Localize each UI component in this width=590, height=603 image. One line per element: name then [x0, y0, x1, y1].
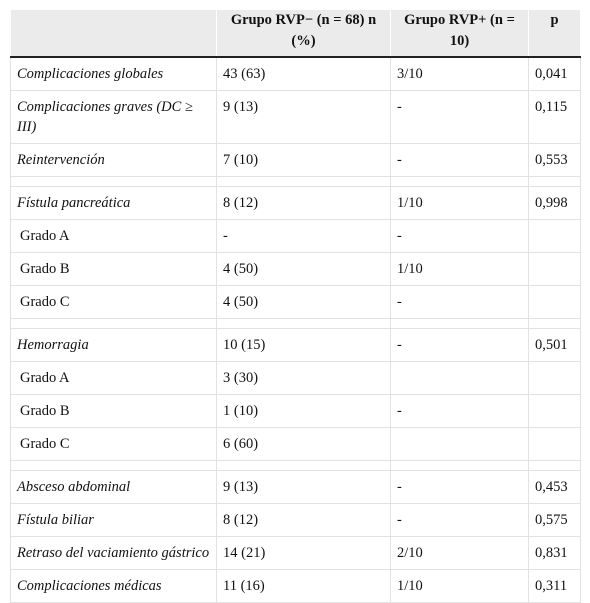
data-cell: - [390, 285, 529, 319]
row-label: Fístula biliar [10, 503, 217, 537]
row-label: Grado A [10, 219, 217, 253]
spacer-cell [528, 460, 581, 471]
data-cell: 0,041 [528, 56, 581, 91]
data-cell: 2/10 [390, 536, 529, 570]
row-label: Grado C [10, 427, 217, 461]
data-cell: - [390, 90, 529, 144]
data-cell [528, 427, 581, 461]
row-label: Hemorragia [10, 328, 217, 362]
table-header: Grupo RVP− (n = 68) n (%) Grupo RVP+ (n =… [10, 10, 581, 58]
data-cell: - [390, 394, 529, 428]
data-cell [528, 285, 581, 319]
data-cell: 1/10 [390, 252, 529, 286]
row-label: Reintervención [10, 143, 217, 177]
table-row: Fístula biliar 8 (12) -0,575 [10, 503, 581, 537]
header-row: Grupo RVP− (n = 68) n (%) Grupo RVP+ (n =… [10, 10, 581, 58]
table-body: Complicaciones globales 43 (63) 3/10 0,041 C… [10, 56, 581, 603]
spacer-row [10, 176, 581, 187]
spacer-cell [10, 460, 217, 471]
data-cell: 0,998 [528, 186, 581, 220]
table-row: Retraso del vaciamiento gástrico 14 (21) 2… [10, 536, 581, 570]
spacer-cell [528, 176, 581, 187]
spacer-row [10, 318, 581, 329]
spacer-cell [10, 318, 217, 329]
data-cell [528, 361, 581, 395]
spacer-cell [10, 176, 217, 187]
data-cell [528, 252, 581, 286]
data-cell [390, 361, 529, 395]
data-cell: 14 (21) [216, 536, 391, 570]
table-row: Reintervención 7 (10) -0,553 [10, 143, 581, 177]
data-cell: 4 (50) [216, 252, 391, 286]
row-label: Grado B [10, 394, 217, 428]
row-label: Grado A [10, 361, 217, 395]
data-cell: 0,115 [528, 90, 581, 144]
data-cell: - [390, 143, 529, 177]
data-cell [528, 394, 581, 428]
complications-table: Grupo RVP− (n = 68) n (%) Grupo RVP+ (n =… [10, 10, 581, 603]
data-cell: 0,831 [528, 536, 581, 570]
spacer-row [10, 460, 581, 471]
header-cell: p [528, 10, 581, 58]
data-cell: 9 (13) [216, 90, 391, 144]
row-label: Complicaciones graves (DC ≥ III) [10, 90, 217, 144]
table-row: Complicaciones graves (DC ≥ III) 9 (13) -0… [10, 90, 581, 144]
data-cell: - [390, 219, 529, 253]
data-cell: 1/10 [390, 186, 529, 220]
table-row: Complicaciones globales 43 (63) 3/10 0,041 [10, 56, 581, 91]
data-cell: 0,311 [528, 569, 581, 603]
data-cell [390, 427, 529, 461]
row-label: Complicaciones médicas [10, 569, 217, 603]
header-cell: Grupo RVP− (n = 68) n (%) [216, 10, 391, 58]
data-cell: 7 (10) [216, 143, 391, 177]
spacer-cell [216, 318, 391, 329]
header-cell [10, 10, 217, 58]
data-cell: 1 (10) [216, 394, 391, 428]
spacer-cell [390, 460, 529, 471]
data-cell: - [216, 219, 391, 253]
data-cell: 4 (50) [216, 285, 391, 319]
data-cell: 0,501 [528, 328, 581, 362]
spacer-cell [528, 318, 581, 329]
row-label: Absceso abdominal [10, 470, 217, 504]
data-cell: 3/10 [390, 56, 529, 91]
row-label: Retraso del vaciamiento gástrico [10, 536, 217, 570]
data-cell: 11 (16) [216, 569, 391, 603]
data-cell: 6 (60) [216, 427, 391, 461]
data-cell: - [390, 503, 529, 537]
spacer-cell [390, 318, 529, 329]
spacer-cell [216, 460, 391, 471]
data-cell: 8 (12) [216, 186, 391, 220]
table-row: Absceso abdominal 9 (13) -0,453 [10, 470, 581, 504]
row-label: Complicaciones globales [10, 56, 217, 91]
row-label: Fístula pancreática [10, 186, 217, 220]
data-cell [528, 219, 581, 253]
data-cell: 0,553 [528, 143, 581, 177]
data-cell: 0,575 [528, 503, 581, 537]
data-cell: - [390, 470, 529, 504]
row-label: Grado B [10, 252, 217, 286]
header-cell: Grupo RVP+ (n = 10) [390, 10, 529, 58]
data-cell: 1/10 [390, 569, 529, 603]
table-subrow: Grado A-- [10, 219, 581, 253]
table-row: Fístula pancreática 8 (12) 1/10 0,998 [10, 186, 581, 220]
data-cell: 9 (13) [216, 470, 391, 504]
spacer-cell [390, 176, 529, 187]
data-cell: 3 (30) [216, 361, 391, 395]
data-cell: 10 (15) [216, 328, 391, 362]
table-row: Hemorragia 10 (15) -0,501 [10, 328, 581, 362]
row-label: Grado C [10, 285, 217, 319]
data-cell: 43 (63) [216, 56, 391, 91]
spacer-cell [216, 176, 391, 187]
data-cell: 0,453 [528, 470, 581, 504]
data-cell: 8 (12) [216, 503, 391, 537]
table-row: Complicaciones médicas 11 (16) 1/10 0,311 [10, 569, 581, 603]
data-cell: - [390, 328, 529, 362]
